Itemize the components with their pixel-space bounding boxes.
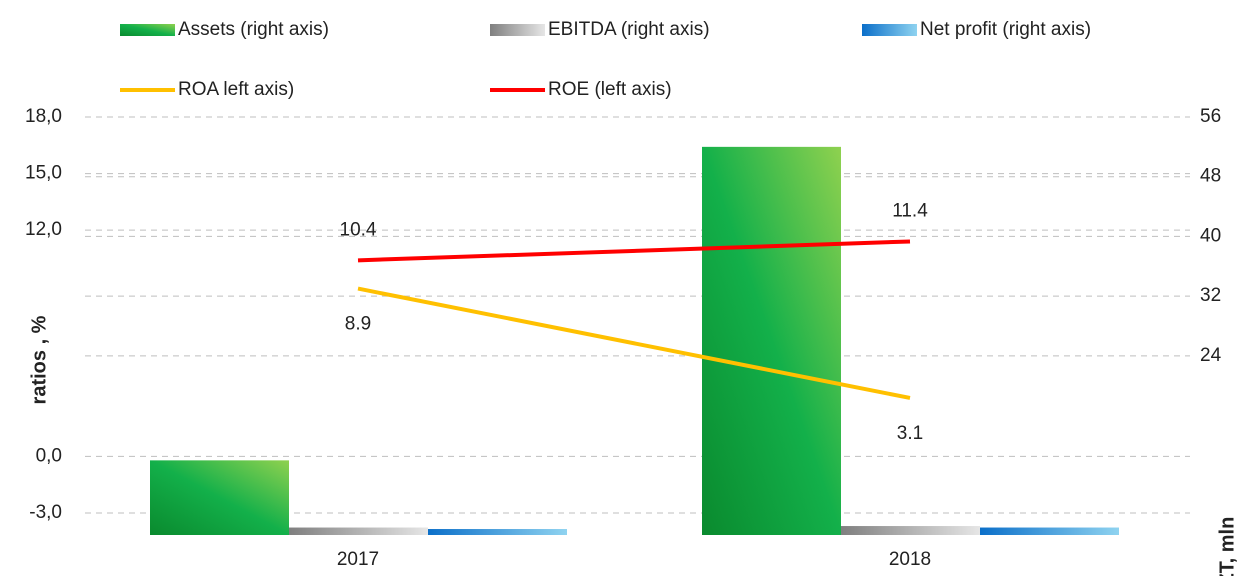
data-label: 11.4 [892,200,928,221]
bar [289,527,428,535]
y-tick-label: 12,0 [25,219,62,240]
y-tick-label: 0,0 [36,445,62,466]
legend-label: Net profit (right axis) [920,19,1091,40]
y2-axis-label: KZT, mln [1216,517,1238,576]
y-axis-label: ratios , % [28,315,50,404]
data-label: 10.4 [340,219,377,240]
x-tick-label: 2017 [337,549,379,570]
legend-swatch [862,24,917,36]
legend-label: Assets (right axis) [178,19,329,40]
y2-tick-label: 24 [1200,345,1222,366]
legend-swatch [490,24,545,36]
legend-label: ROE (left axis) [548,79,672,100]
x-tick-label: 2018 [889,549,931,570]
line [357,239,911,263]
bar [428,529,567,535]
y-tick-label: 18,0 [25,106,62,127]
line [357,286,911,400]
y2-tick-label: 56 [1200,106,1221,127]
data-label: 3.1 [897,423,923,444]
y2-tick-label: 40 [1200,225,1221,246]
legend-label: EBITDA (right axis) [548,19,710,40]
data-label: 8.9 [345,314,371,335]
y-tick-label: -3,0 [29,502,62,523]
y2-tick-label: 48 [1200,166,1221,187]
legend-swatch [120,24,175,36]
y-tick-label: 15,0 [25,163,62,184]
legend-label: ROA left axis) [178,79,294,100]
y2-tick-label: 32 [1200,285,1221,306]
bar [150,460,289,535]
bar [980,527,1119,535]
bar [702,146,841,535]
bar [841,526,980,535]
